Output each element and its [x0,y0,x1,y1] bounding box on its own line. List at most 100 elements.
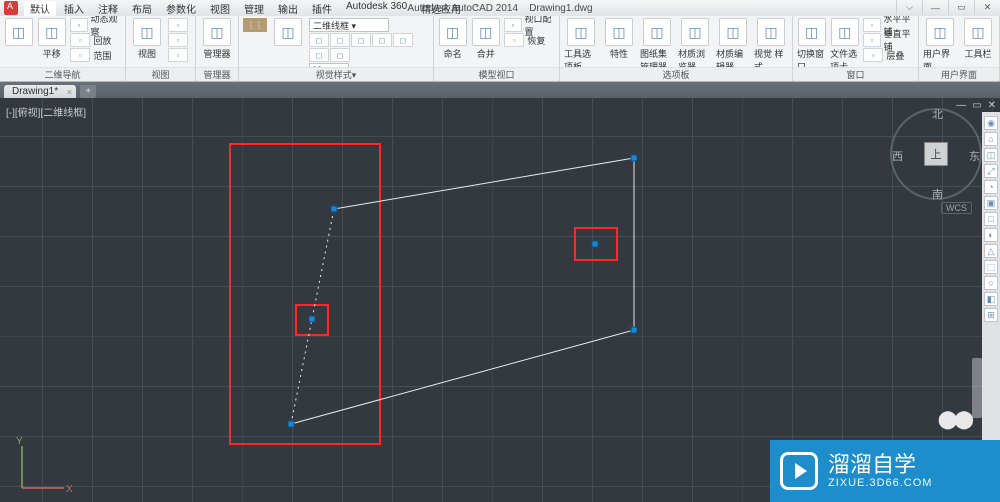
nav-tool[interactable]: □ [984,212,998,226]
menu-tab[interactable]: Autodesk 360 [340,1,413,16]
ribbon-item[interactable]: ▫ [168,48,191,62]
viewcube-west[interactable]: 西 [892,148,903,164]
ribbon-mini[interactable]: ◻ [309,33,329,47]
nav-tool[interactable]: ◐ [984,228,998,242]
menu-tab[interactable]: 插入 [58,1,90,16]
menu-tab[interactable]: 默认 [24,1,56,16]
ribbon-item[interactable]: ▫范围 [70,48,121,62]
watermark-sub: ZIXUE.3D66.COM [828,478,932,489]
viewcube-east[interactable]: 东 [969,148,980,164]
nav-tool[interactable]: ◧ [984,292,998,306]
ribbon-button[interactable]: ◫平移 [37,18,66,60]
menu-tab[interactable]: 输出 [272,1,304,16]
maximize-button[interactable]: ▭ [948,0,974,15]
ribbon-item[interactable]: ▫视口配置 [504,18,555,32]
viewcube-north[interactable]: 北 [932,106,943,122]
ribbon-button[interactable]: ◫特性 [602,18,636,60]
ribbon-group-label: 视觉样式▾ [239,67,433,81]
scrollbar-thumb[interactable] [972,358,982,418]
menu-tab[interactable]: 精选应用 [415,1,467,16]
ribbon-mini-label: 恢复 [527,34,545,47]
ribbon-icon: ◫ [681,18,709,46]
menu-tab[interactable]: 参数化 [160,1,202,16]
ribbon-mini-icon: ▫ [863,33,880,47]
menu-tab[interactable]: 管理 [238,1,270,16]
file-tab-close-icon[interactable]: × [67,87,72,97]
nav-tool[interactable]: ⬚ [984,260,998,274]
nav-tool[interactable]: ⌂ [984,132,998,146]
viewcube[interactable]: 上 北 南 西 东 [890,108,982,200]
ribbon-icon: ◫ [439,18,467,46]
ribbon-mini[interactable]: ◻ [330,48,350,62]
ribbon-item[interactable]: ▫ [168,18,191,32]
ribbon-icon: ◫ [831,18,859,46]
ribbon-icon: ◫ [757,18,785,46]
ribbon-button[interactable]: ◫视图 [130,18,164,60]
nav-tool[interactable]: ◫ [984,148,998,162]
menu-tab[interactable]: 视图 [204,1,236,16]
menu-tab[interactable]: ◦ [469,1,485,16]
ribbon-button[interactable]: ◫视觉 样式 [754,18,788,73]
ribbon-item[interactable]: ▫动态观察 [70,18,121,32]
ribbon-button[interactable]: ◫合并 [471,18,500,60]
viewcube-face[interactable]: 上 [924,142,948,166]
ribbon-mini-icon: ▫ [863,18,880,32]
ribbon-mini[interactable]: ◻ [309,48,329,62]
ucs-icon[interactable]: Y X [14,436,74,496]
help-button[interactable]: ⌵ [896,0,922,15]
app-icon[interactable] [4,1,18,15]
ribbon-item[interactable]: ▫垂直平铺 [863,33,914,47]
ribbon-mini-icon: ▫ [168,18,188,32]
drawing-area[interactable]: [-][俯视][二维线框] — ▭ ✕ 上 北 南 西 东 WCS ◉⌂◫⤢◔▣… [0,98,1000,502]
file-tab-drawing1[interactable]: Drawing1* × [4,85,76,98]
ribbon-button[interactable]: ◫材质编辑器 [716,18,750,73]
new-tab-button[interactable]: + [80,85,96,98]
ribbon-button-label: 合并 [477,47,495,60]
ribbon-mini[interactable]: ◻ [351,33,371,47]
ribbon-button[interactable]: ◫工具栏 [961,18,995,60]
nav-tool[interactable]: ⊞ [984,308,998,322]
ribbon-button[interactable]: ◫ [4,18,33,47]
ribbon-mini-icon: ▫ [504,18,521,32]
ribbon-item[interactable]: ▫层叠 [863,48,914,62]
ribbon-group: ⋮⋮◫二维线框 ▾◻◻◻◻◻◻◻视觉样式▾ [239,16,434,81]
menu-tab[interactable]: 插件 [306,1,338,16]
viewcube-south[interactable]: 南 [932,186,943,202]
ribbon-mini[interactable]: ◻ [372,33,392,47]
nav-tool[interactable]: ◔ [984,180,998,194]
ribbon-button[interactable]: ◫用户界面 [923,18,957,73]
ribbon-item[interactable]: ▫恢复 [504,33,555,47]
ribbon-grip[interactable]: ⋮⋮ [243,18,267,32]
ribbon-button[interactable]: ◫文件选项卡 [830,18,859,73]
minimize-button[interactable]: — [922,0,948,15]
visual-style-dropdown[interactable]: 二维线框 ▾ [309,18,389,32]
ribbon-button[interactable]: ◫材质浏览器 [678,18,712,73]
ribbon-button[interactable]: ◫工具选项板 [564,18,598,73]
nav-tool[interactable]: ◉ [984,116,998,130]
menu-tabs: 默认插入注释布局参数化视图管理输出插件Autodesk 360精选应用◦ [24,1,485,16]
window-buttons: ⌵ — ▭ ✕ [896,0,1000,16]
file-tabs: Drawing1* × + [0,82,1000,98]
ribbon-button[interactable]: ◫切换窗口 [797,18,826,73]
close-button[interactable]: ✕ [974,0,1000,15]
nav-tool[interactable]: △ [984,244,998,258]
ribbon-icon: ◫ [719,18,747,46]
nav-tool[interactable]: ○ [984,276,998,290]
menu-tab[interactable]: 布局 [126,1,158,16]
ribbon-item[interactable]: ▫ [168,33,191,47]
ribbon-icon: ◫ [5,18,33,46]
ribbon-mini-icon: ▫ [70,18,87,32]
nav-tool[interactable]: ⤢ [984,164,998,178]
ribbon-item[interactable]: ▫回放 [70,33,121,47]
menu-tab[interactable]: 注释 [92,1,124,16]
ribbon-mini[interactable]: ◻ [393,33,413,47]
ribbon-mini[interactable]: ◻ [330,33,350,47]
ribbon-button[interactable]: ◫命名 [438,18,467,60]
ribbon-group: ◫用户界面◫工具栏用户界面 [919,16,1000,81]
nav-tool[interactable]: ▣ [984,196,998,210]
ribbon-button[interactable]: ◫ [271,18,305,47]
ribbon-icon: ◫ [133,18,161,46]
ribbon-button[interactable]: ◫图纸集管理器 [640,18,674,73]
ribbon-button[interactable]: ◫管理器 [200,18,234,60]
wcs-label[interactable]: WCS [941,202,972,214]
